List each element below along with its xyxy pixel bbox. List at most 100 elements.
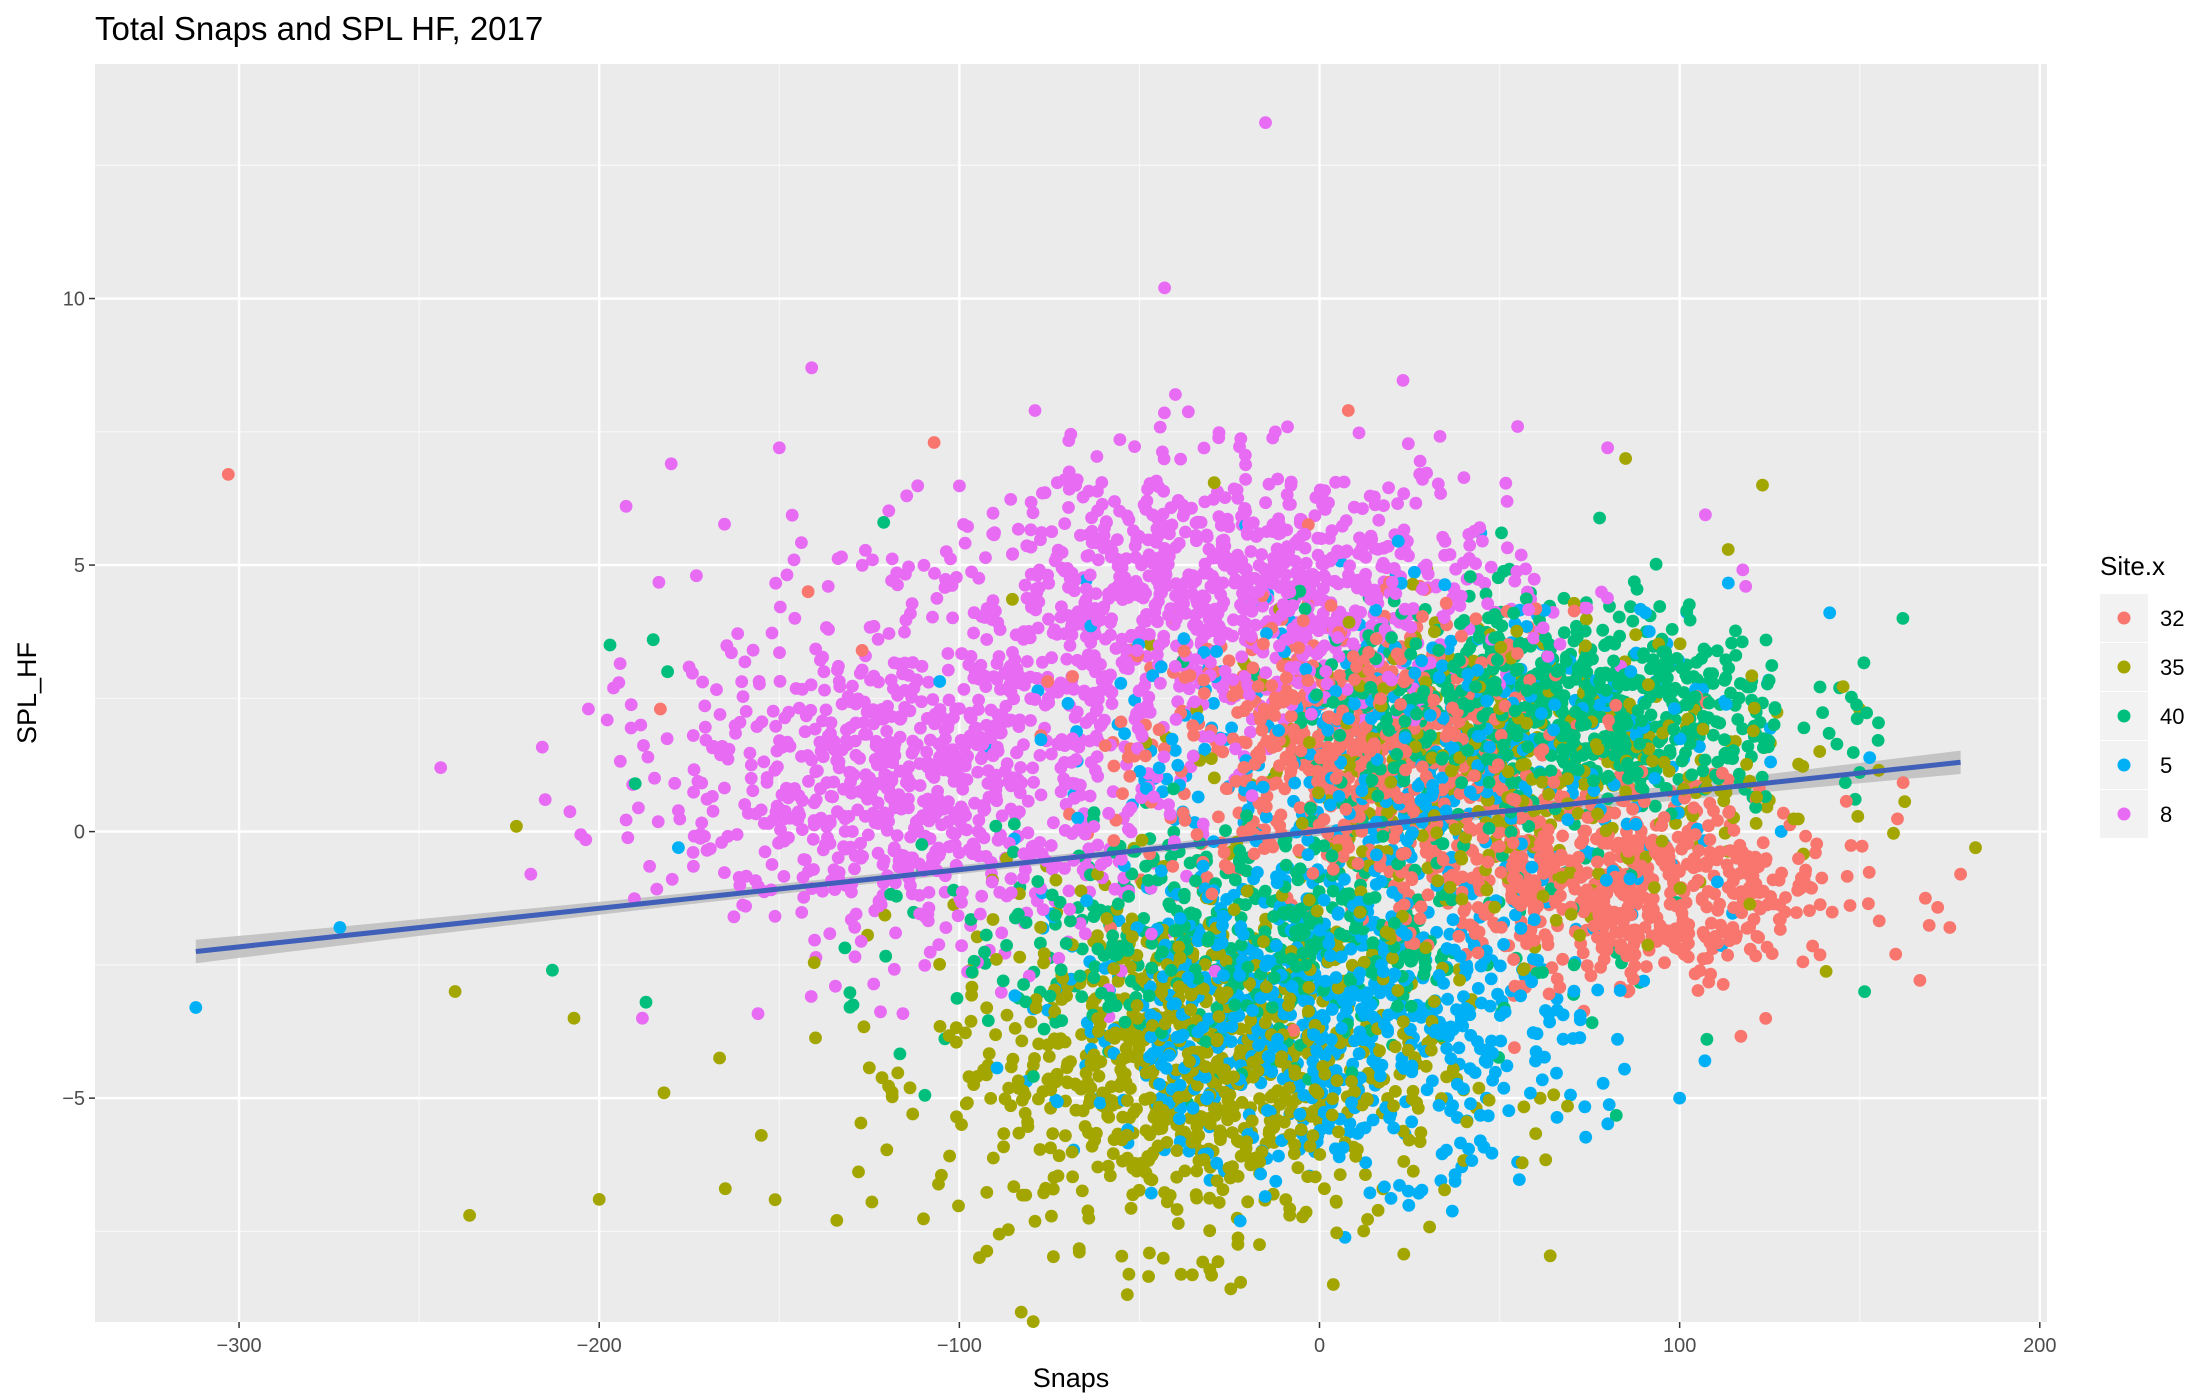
data-point-site-8 [1091,553,1105,567]
data-point-site-8 [773,600,787,614]
data-point-site-40 [1649,557,1663,571]
data-point-site-8 [898,625,911,639]
data-point-site-35 [1542,787,1556,801]
data-point-site-8 [1443,548,1457,561]
data-point-site-35 [1105,1080,1118,1094]
data-point-site-8 [713,708,727,721]
data-point-site-35 [1438,1183,1451,1197]
data-point-site-8 [971,765,985,779]
data-point-site-32 [1855,839,1869,853]
data-point-site-8 [773,674,787,688]
data-point-site-8 [563,805,577,819]
data-point-site-5 [1573,1031,1587,1045]
data-point-site-8 [887,962,901,976]
data-point-site-40 [1729,649,1743,662]
data-point-site-8 [1699,508,1712,522]
data-point-site-8 [813,735,827,749]
data-point-site-35 [1313,1148,1327,1161]
data-point-site-40 [1457,614,1471,627]
data-point-site-8 [1162,549,1176,563]
data-point-site-5 [1774,825,1788,838]
data-point-site-35 [1647,881,1661,894]
data-point-site-35 [1257,935,1270,949]
data-point-site-5 [1602,1098,1616,1111]
data-point-site-8 [1281,540,1295,554]
data-point-site-8 [1527,631,1541,645]
data-point-site-40 [1137,912,1151,925]
data-point-site-40 [1653,600,1667,613]
data-point-site-8 [1463,538,1477,552]
data-point-site-5 [1481,1109,1495,1123]
data-point-site-40 [1624,600,1637,614]
data-point-site-8 [1089,587,1103,600]
data-point-site-35 [1361,1213,1374,1226]
data-point-site-8 [1174,452,1187,466]
data-point-site-8 [619,813,633,827]
data-point-site-8 [945,765,958,779]
data-point-site-8 [636,1011,649,1025]
data-point-site-8 [995,926,1009,940]
data-point-site-35 [1329,1194,1343,1208]
data-point-site-5 [1477,1140,1491,1154]
data-point-site-8 [1476,534,1489,548]
data-point-site-32 [1803,904,1816,917]
data-point-site-35 [1326,1278,1340,1291]
data-point-site-8 [1033,749,1047,762]
data-point-site-35 [510,819,523,833]
data-point-site-8 [844,913,858,926]
data-point-site-40 [1690,656,1703,669]
chart-title: Total Snaps and SPL HF, 2017 [95,10,543,47]
data-point-site-32 [1701,951,1714,965]
data-point-site-40 [1725,636,1738,650]
data-point-site-35 [1026,1315,1040,1328]
data-point-site-8 [1011,522,1025,536]
data-point-site-8 [1433,430,1447,443]
data-point-site-8 [828,883,842,896]
data-point-site-8 [871,846,885,860]
data-point-site-8 [917,558,931,572]
data-point-site-8 [982,764,995,778]
data-point-site-8 [1249,618,1262,632]
data-point-site-40 [1019,916,1033,929]
data-point-site-8 [1409,496,1423,510]
data-point-site-35 [1078,1120,1092,1133]
data-point-site-5 [1673,1091,1686,1105]
data-point-site-5 [1402,1198,1416,1212]
data-point-site-8 [923,945,937,959]
data-point-site-5 [1160,772,1174,786]
data-point-site-5 [1207,697,1220,710]
data-point-site-35 [1969,841,1982,855]
data-point-site-8 [1128,440,1141,453]
data-point-site-32 [654,702,667,716]
data-point-site-8 [1018,578,1032,592]
data-point-site-8 [859,543,872,557]
data-point-site-5 [1618,1062,1631,1076]
data-point-site-32 [1212,810,1225,824]
data-point-site-35 [1103,1169,1117,1183]
data-point-site-40 [1838,776,1852,789]
data-point-site-8 [1282,497,1296,511]
data-point-site-35 [1185,1268,1199,1282]
data-point-site-5 [1498,1005,1512,1019]
data-point-site-35 [1308,1170,1322,1184]
data-point-site-35 [1291,1161,1305,1175]
data-point-site-8 [698,720,712,734]
data-point-site-5 [1512,1173,1526,1186]
data-point-site-8 [769,576,783,590]
data-point-site-5 [1484,972,1498,986]
data-point-site-8 [867,619,881,633]
data-point-site-8 [524,867,538,881]
data-point-site-8 [1499,476,1513,490]
data-point-site-35 [1212,1196,1226,1209]
data-point-site-8 [1271,472,1285,486]
data-point-site-8 [795,906,809,919]
data-point-site-8 [974,752,988,766]
data-point-site-8 [768,909,782,923]
data-point-site-5 [1527,913,1541,927]
data-point-site-8 [1501,541,1514,555]
data-point-site-40 [893,1047,907,1061]
data-point-site-32 [1759,1012,1773,1025]
data-point-site-5 [1698,1054,1712,1068]
data-point-site-40 [1735,635,1749,649]
data-point-site-32 [1554,889,1567,902]
